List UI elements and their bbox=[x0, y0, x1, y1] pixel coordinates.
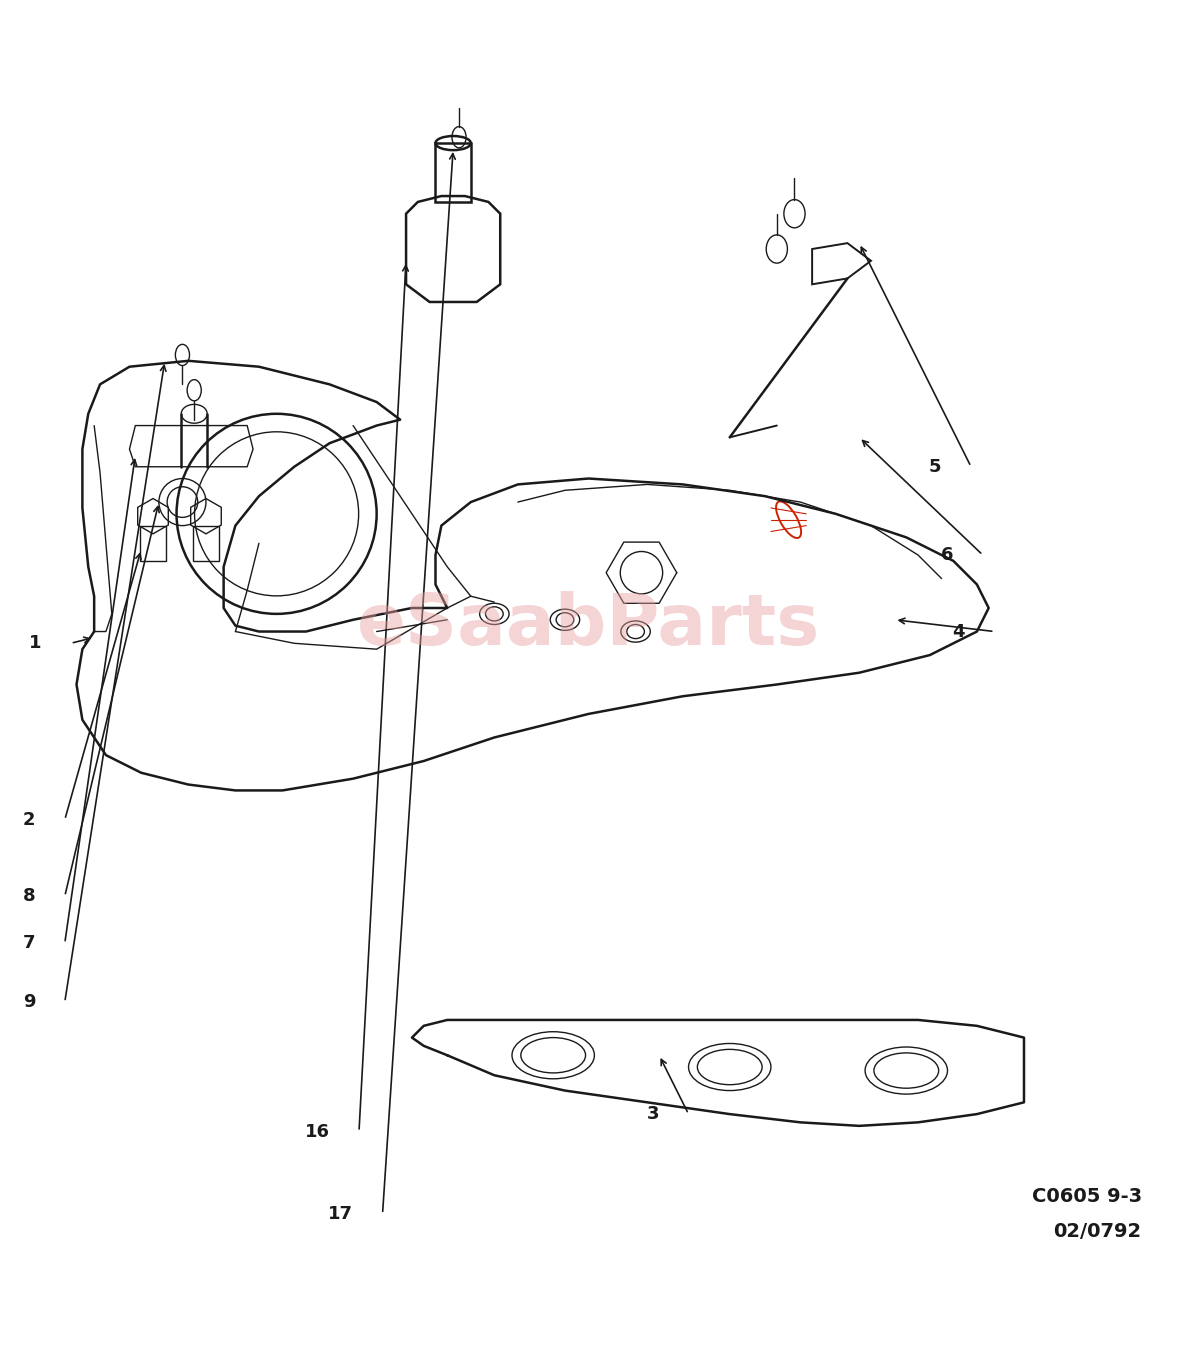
Text: 4: 4 bbox=[952, 623, 965, 641]
Text: 8: 8 bbox=[22, 887, 35, 905]
Text: 5: 5 bbox=[929, 457, 942, 476]
Text: eSaabParts: eSaabParts bbox=[357, 591, 820, 660]
Text: 1: 1 bbox=[28, 634, 41, 652]
Text: 9: 9 bbox=[22, 994, 35, 1012]
Text: 02/0792: 02/0792 bbox=[1053, 1223, 1142, 1242]
Text: 7: 7 bbox=[22, 935, 35, 953]
Text: C0605 9-3: C0605 9-3 bbox=[1031, 1187, 1142, 1206]
Text: 2: 2 bbox=[22, 810, 35, 828]
Text: 3: 3 bbox=[646, 1105, 659, 1123]
Text: 6: 6 bbox=[940, 546, 953, 564]
Text: 17: 17 bbox=[328, 1205, 353, 1223]
Text: 16: 16 bbox=[305, 1123, 330, 1140]
